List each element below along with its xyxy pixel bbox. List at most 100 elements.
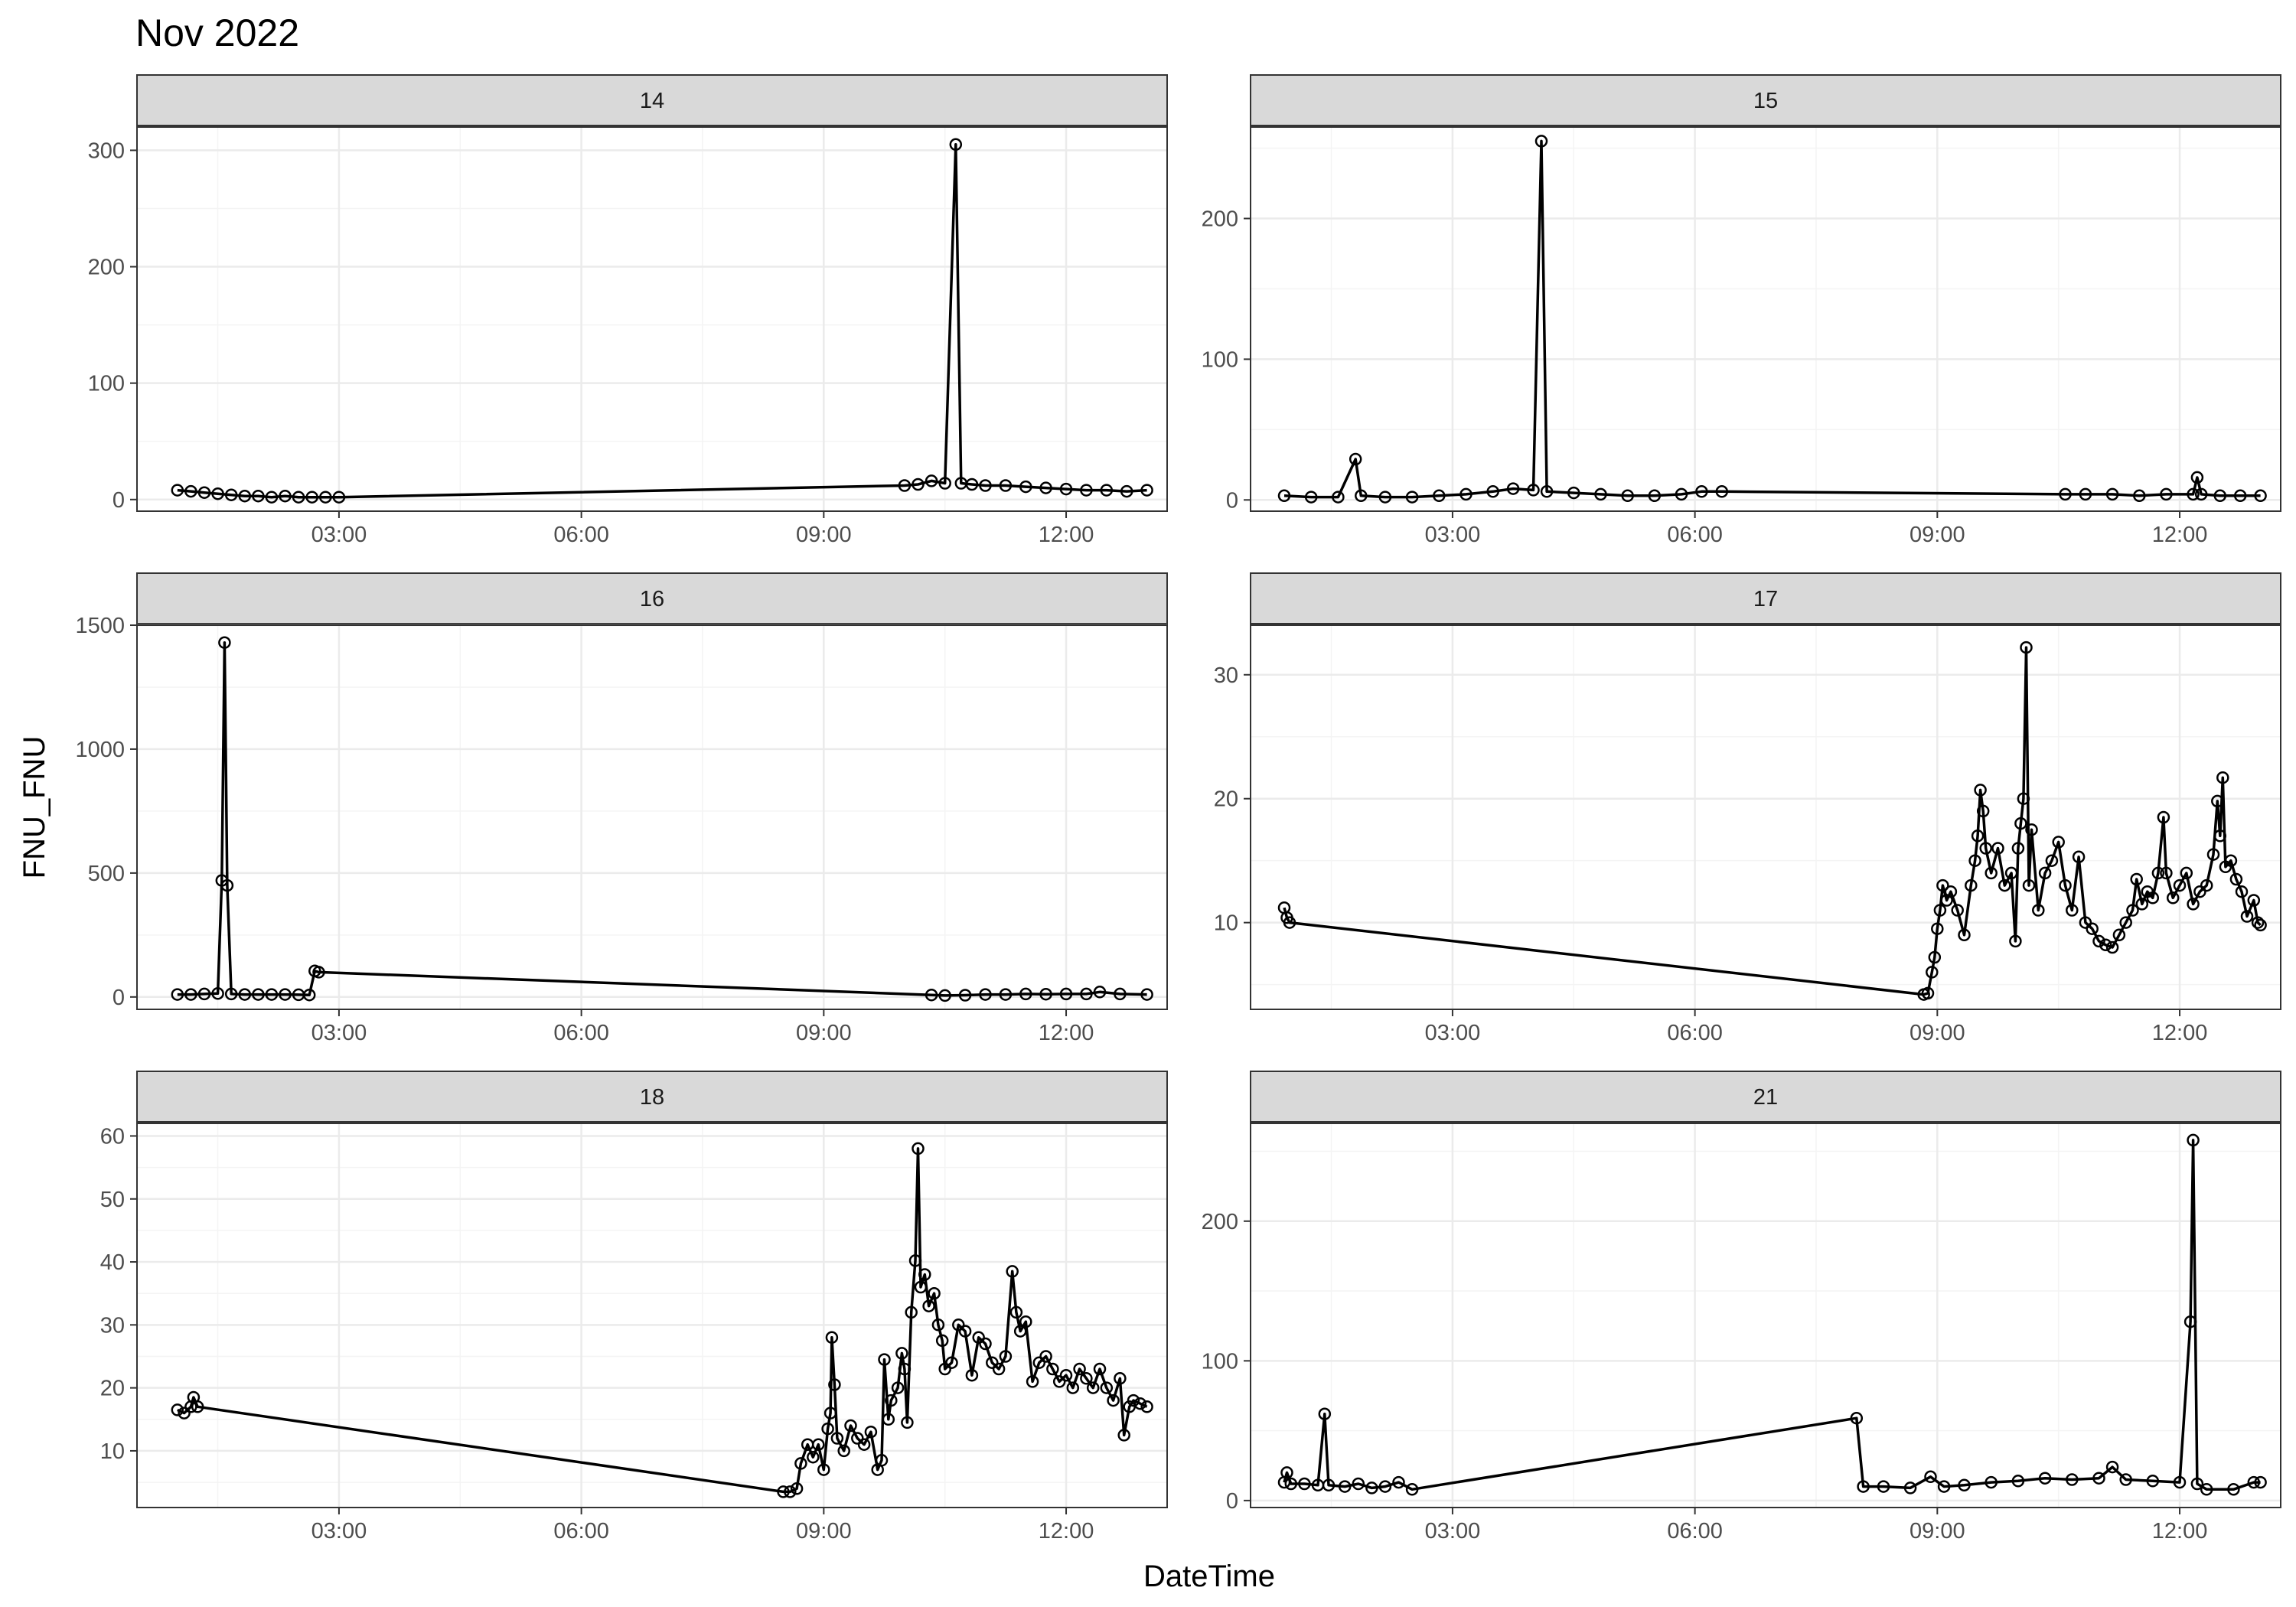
data-point	[2032, 904, 2045, 917]
data-point	[2254, 918, 2267, 932]
data-point	[2059, 878, 2072, 892]
data-point	[2247, 894, 2261, 907]
data-point	[1974, 784, 1987, 797]
data-point	[2126, 904, 2139, 917]
series-line	[177, 1147, 1148, 1494]
y-tick-label: 30	[100, 1313, 125, 1338]
data-point	[999, 479, 1013, 492]
data-point	[1059, 482, 1073, 496]
data-point	[2183, 1315, 2197, 1328]
y-tick-label: 40	[100, 1250, 125, 1275]
data-point	[1352, 1477, 1365, 1491]
data-point	[2045, 854, 2059, 867]
data-point	[823, 1407, 837, 1420]
x-tick-label: 06:00	[1667, 1519, 1723, 1543]
chart-title: Nov 2022	[135, 11, 299, 54]
data-point	[2187, 898, 2200, 911]
data-point	[1133, 1397, 1147, 1410]
data-point	[2160, 487, 2173, 501]
data-point	[332, 491, 346, 504]
data-point	[1675, 487, 1688, 501]
data-point	[197, 987, 211, 1001]
data-point	[1284, 1477, 1298, 1491]
data-point	[1093, 986, 1107, 999]
data-point	[1066, 1381, 1080, 1394]
data-point	[2052, 836, 2065, 849]
data-point	[1392, 1475, 1405, 1489]
y-tick-label: 200	[1202, 1210, 1238, 1234]
data-point	[1877, 1480, 1890, 1493]
data-point	[1998, 878, 2011, 892]
data-point	[1338, 1480, 1352, 1493]
data-point	[2190, 471, 2204, 484]
data-point	[2119, 1473, 2132, 1486]
data-point	[191, 1400, 204, 1413]
data-point	[252, 988, 265, 1001]
y-axis-title: FNU_FNU	[18, 736, 51, 879]
data-point	[2011, 842, 2025, 855]
data-point	[178, 1407, 191, 1420]
data-point	[2229, 872, 2243, 886]
data-point	[2059, 487, 2072, 501]
data-point	[2254, 489, 2267, 503]
facet-strip	[1250, 1071, 2281, 1123]
data-point	[2135, 898, 2149, 911]
panel-background	[1251, 625, 2281, 1009]
x-tick-label: 09:00	[796, 523, 852, 547]
data-point	[1928, 950, 1942, 964]
data-point	[184, 988, 197, 1001]
data-point	[2194, 487, 2208, 501]
data-point	[931, 1319, 945, 1332]
data-point	[1534, 135, 1548, 148]
data-point	[1968, 854, 1981, 867]
data-point	[2133, 489, 2146, 503]
panel-border	[136, 126, 1168, 512]
data-point	[1985, 1475, 1998, 1489]
data-point	[2216, 771, 2229, 784]
x-tick-label: 03:00	[1425, 523, 1481, 547]
x-tick-label: 12:00	[1039, 523, 1094, 547]
x-tick-label: 03:00	[311, 523, 367, 547]
data-point	[171, 484, 184, 497]
data-point	[828, 1378, 841, 1391]
x-tick-label: 06:00	[553, 1519, 609, 1543]
data-point	[2235, 885, 2249, 898]
data-point	[1567, 486, 1580, 500]
y-tick-label: 0	[113, 488, 125, 513]
data-point	[965, 478, 979, 491]
data-point	[238, 489, 252, 503]
data-point	[1322, 1478, 1336, 1492]
data-point	[305, 491, 318, 504]
data-point	[2130, 872, 2143, 886]
data-point	[2038, 1472, 2052, 1485]
data-point	[1621, 489, 1634, 503]
data-point	[1937, 1480, 1951, 1493]
x-tick-label: 09:00	[1910, 1519, 1965, 1543]
data-point	[218, 636, 231, 649]
data-point	[2173, 1475, 2187, 1489]
data-point	[2014, 817, 2027, 830]
data-point	[2157, 810, 2170, 824]
facet-strip	[1250, 572, 2281, 624]
data-point	[279, 988, 292, 1001]
data-point	[2187, 487, 2200, 501]
x-axis-title: DateTime	[1143, 1560, 1275, 1593]
data-point	[1349, 452, 1362, 466]
facet-strip	[136, 1071, 1168, 1123]
x-tick-label: 09:00	[1910, 1021, 1965, 1045]
facet-strip-label: 17	[1753, 587, 1778, 611]
data-point	[1365, 1482, 1378, 1495]
series-line	[177, 641, 1147, 997]
y-tick-label: 0	[1226, 488, 1238, 513]
x-tick-label: 12:00	[2152, 1519, 2208, 1543]
data-point	[958, 989, 972, 1002]
y-tick-label: 30	[1214, 663, 1238, 688]
data-point	[1140, 484, 1153, 497]
facet-strip-label: 14	[640, 89, 664, 113]
data-point	[265, 988, 279, 1001]
y-tick-label: 100	[88, 372, 125, 396]
data-point	[265, 491, 279, 504]
data-point	[2206, 848, 2220, 861]
